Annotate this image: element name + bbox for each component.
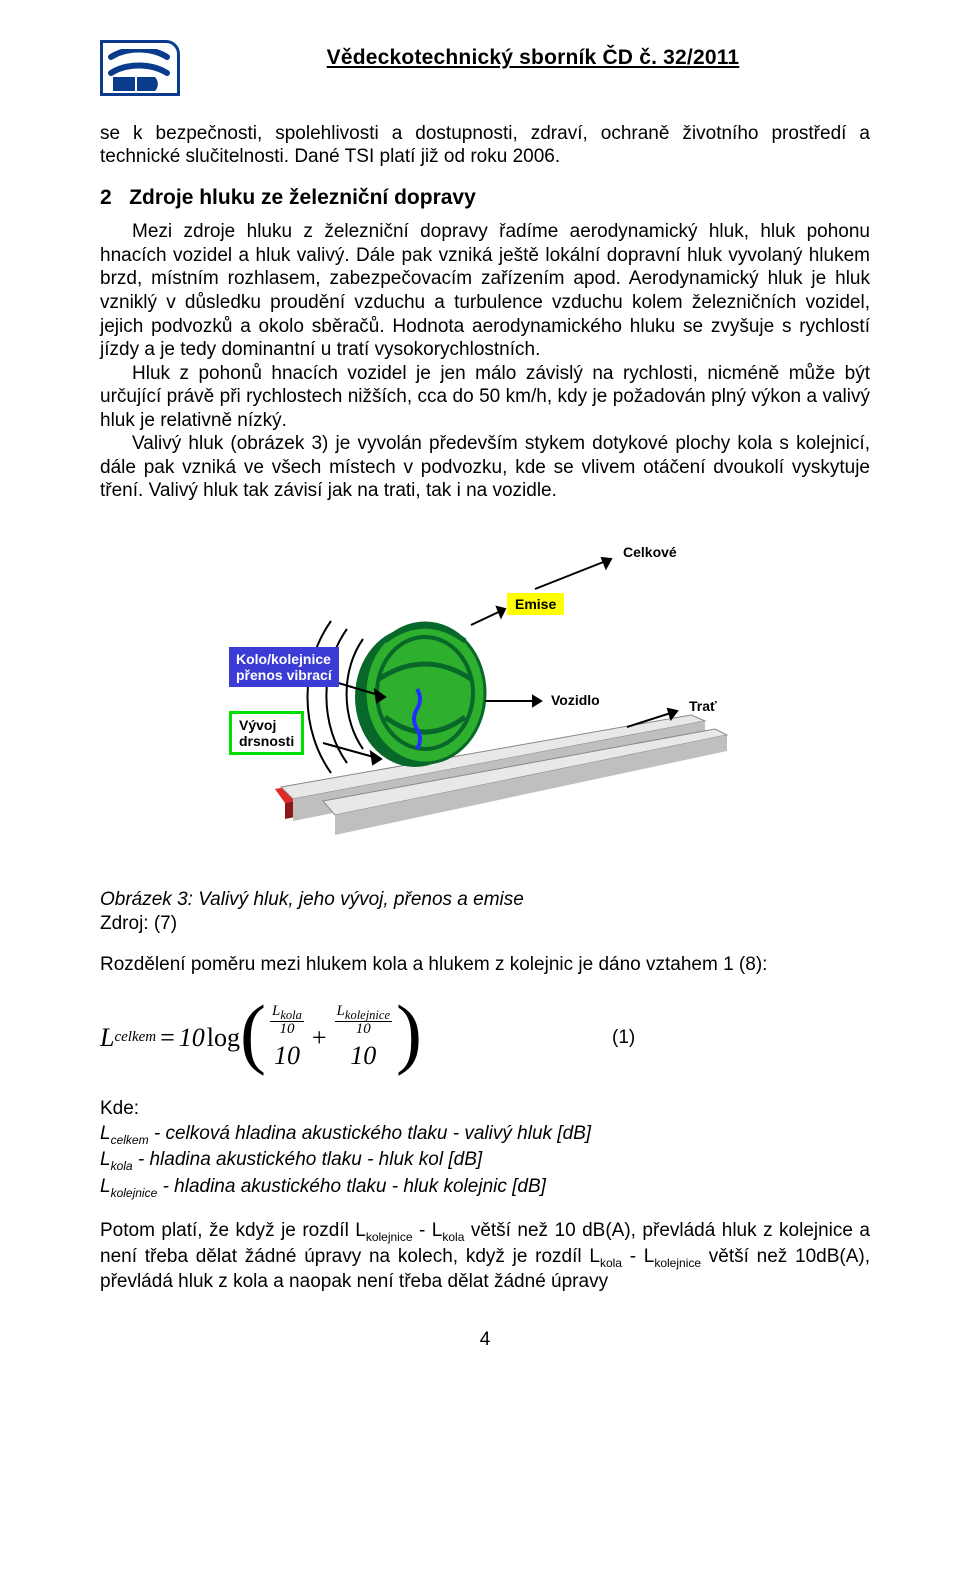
rails bbox=[281, 715, 727, 835]
where-row: Lkolejnice - hladina akustického tlaku -… bbox=[100, 1175, 870, 1201]
intro-paragraph: se k bezpečnosti, spolehlivosti a dostup… bbox=[100, 122, 870, 168]
body-p3: Valivý hluk (obrázek 3) je vyvolán přede… bbox=[100, 432, 870, 503]
cd-logo bbox=[100, 40, 180, 96]
header-title: Vědeckotechnický sborník ČD č. 32/2011 bbox=[196, 46, 870, 70]
wheel bbox=[355, 623, 485, 767]
equation: Lcelkem = 10log ( Lkola 10 10 + Lkolejni… bbox=[100, 1004, 422, 1072]
where-row: Lkola - hladina akustického tlaku - hluk… bbox=[100, 1148, 870, 1174]
label-trat: Trať bbox=[683, 695, 723, 717]
sound-waves bbox=[307, 621, 363, 773]
document-page: Vědeckotechnický sborník ČD č. 32/2011 s… bbox=[0, 0, 960, 1381]
where-block: Kde: Lcelkem - celková hladina akustické… bbox=[100, 1097, 870, 1201]
label-kolo: Kolo/kolejnice přenos vibrací bbox=[229, 647, 339, 687]
where-heading: Kde: bbox=[100, 1097, 870, 1122]
final-paragraph: Potom platí, že když je rozdíl Lkolejnic… bbox=[100, 1219, 870, 1293]
label-vozidlo: Vozidlo bbox=[545, 689, 606, 711]
section-number: 2 bbox=[100, 186, 112, 209]
label-emise: Emise bbox=[507, 593, 564, 615]
figure-caption: Obrázek 3: Valivý hluk, jeho vývoj, přen… bbox=[100, 889, 870, 911]
body-p1: Mezi zdroje hluku z železniční dopravy ř… bbox=[100, 220, 870, 361]
figure-rolling-noise: Kolo/kolejnice přenos vibrací Vývoj drsn… bbox=[235, 529, 735, 849]
body-p2: Hluk z pohonů hnacích vozidel je jen mál… bbox=[100, 362, 870, 433]
page-number: 4 bbox=[100, 1329, 870, 1351]
label-celkove: Celkové bbox=[617, 541, 683, 563]
figure-source: Zdroj: (7) bbox=[100, 913, 870, 935]
section-heading: 2 Zdroje hluku ze železniční dopravy bbox=[100, 186, 870, 210]
body-block: Mezi zdroje hluku z železniční dopravy ř… bbox=[100, 220, 870, 503]
relation-text: Rozdělení poměru mezi hlukem kola a hluk… bbox=[100, 954, 870, 976]
cd-logo-svg bbox=[107, 49, 177, 93]
where-row: Lcelkem - celková hladina akustického tl… bbox=[100, 1122, 870, 1148]
page-header: Vědeckotechnický sborník ČD č. 32/2011 bbox=[100, 40, 870, 96]
figure-svg bbox=[235, 529, 735, 849]
equation-row: Lcelkem = 10log ( Lkola 10 10 + Lkolejni… bbox=[100, 1004, 870, 1072]
section-title: Zdroje hluku ze železniční dopravy bbox=[129, 186, 476, 209]
label-vyvoj: Vývoj drsnosti bbox=[229, 711, 304, 755]
equation-number: (1) bbox=[612, 1027, 635, 1049]
